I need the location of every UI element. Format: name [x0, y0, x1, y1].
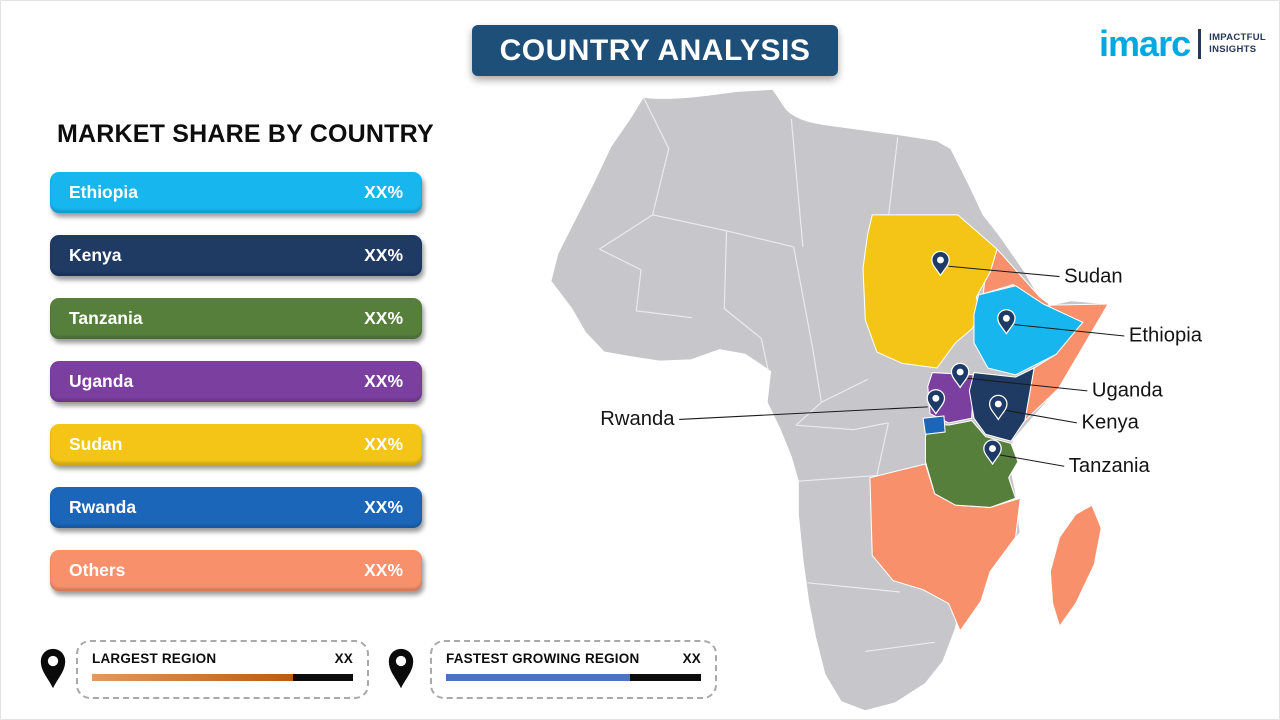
bar-country-label: Others — [69, 560, 126, 580]
bar-value: XX% — [364, 308, 403, 328]
country-borders — [599, 96, 935, 652]
market-share-bar-others: Others XX% — [50, 550, 422, 591]
market-share-bar-uganda: Uganda XX% — [50, 361, 422, 402]
logo-tagline-line1: IMPACTFUL — [1209, 32, 1266, 44]
largest-region-pin-icon — [40, 648, 66, 689]
logo-tagline: IMPACTFUL INSIGHTS — [1209, 32, 1266, 56]
largest-region-label: LARGEST REGION — [92, 651, 217, 666]
fastest-growing-label: FASTEST GROWING REGION — [446, 651, 640, 666]
bar-value: XX% — [364, 434, 403, 454]
largest-region-meter — [92, 674, 353, 681]
market-share-bar-ethiopia: Ethiopia XX% — [50, 172, 422, 213]
fastest-growing-region-legend: FASTEST GROWING REGION XX — [430, 640, 717, 699]
bar-value: XX% — [364, 245, 403, 265]
map-label-rwanda: Rwanda — [600, 408, 675, 430]
largest-region-legend: LARGEST REGION XX — [76, 640, 369, 699]
bar-country-label: Tanzania — [69, 308, 143, 328]
bar-value: XX% — [364, 182, 403, 202]
map-label-sudan: Sudan — [1064, 265, 1122, 287]
fastest-growing-meter-fill — [446, 674, 630, 681]
leader-lines — [679, 265, 1125, 467]
fastest-growing-meter — [446, 674, 701, 681]
region-ethiopia — [973, 285, 1084, 376]
bar-value: XX% — [364, 371, 403, 391]
market-share-bar-sudan: Sudan XX% — [50, 424, 422, 465]
map-labels: Sudan Ethiopia Uganda Kenya Rwanda Tanza… — [600, 265, 1203, 477]
largest-region-meter-tail — [292, 674, 353, 681]
fastest-growing-pin-icon — [388, 648, 414, 689]
logo-tagline-line2: INSIGHTS — [1209, 44, 1257, 55]
bar-value: XX% — [364, 560, 403, 580]
region-rwanda — [922, 415, 946, 435]
bar-country-label: Ethiopia — [69, 182, 139, 202]
market-share-bar-kenya: Kenya XX% — [50, 235, 422, 276]
market-share-bar-tanzania: Tanzania XX% — [50, 298, 422, 339]
africa-map: Sudan Ethiopia Uganda Kenya Rwanda Tanza… — [550, 88, 1203, 712]
largest-region-meter-fill — [92, 674, 293, 681]
market-share-heading: MARKET SHARE BY COUNTRY — [57, 120, 434, 148]
bar-country-label: Kenya — [69, 245, 122, 265]
fastest-growing-meter-tail — [629, 674, 701, 681]
region-sudan — [862, 214, 998, 369]
map-label-kenya: Kenya — [1082, 412, 1140, 434]
map-label-ethiopia: Ethiopia — [1129, 325, 1203, 347]
map-label-uganda: Uganda — [1092, 380, 1164, 402]
bar-country-label: Uganda — [69, 371, 134, 391]
map-label-tanzania: Tanzania — [1069, 455, 1151, 477]
region-others-madagascar — [1049, 504, 1102, 628]
bar-value: XX% — [364, 497, 403, 517]
bar-country-label: Rwanda — [69, 497, 137, 517]
largest-region-value: XX — [334, 651, 353, 666]
logo-divider — [1198, 29, 1202, 59]
market-share-bar-list: Ethiopia XX% Kenya XX% Tanzania XX% Uganda XX% S… — [50, 172, 422, 591]
imarc-logo-text: imarc — [1099, 23, 1191, 64]
page-title: COUNTRY ANALYSIS — [472, 25, 838, 76]
imarc-logo: imarc IMPACTFUL INSIGHTS — [1099, 26, 1266, 62]
bar-country-label: Sudan — [69, 434, 123, 454]
market-share-bar-rwanda: Rwanda XX% — [50, 487, 422, 528]
fastest-growing-value: XX — [682, 651, 701, 666]
